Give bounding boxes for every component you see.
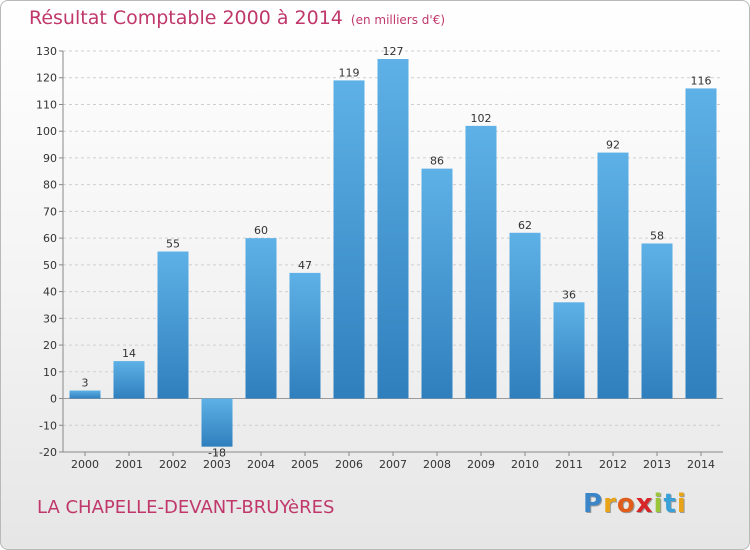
bar [245,238,277,399]
data-label: 55 [166,238,180,251]
chart-title: Résultat Comptable 2000 à 2014 (en millie… [29,7,445,29]
data-label: 47 [298,259,312,272]
title-text: Résultat Comptable 2000 à 2014 [29,7,343,29]
data-label: 86 [430,155,444,168]
data-label: 127 [383,45,404,58]
data-label: 119 [339,66,360,79]
bar [421,168,453,399]
x-tick-label: 2000 [71,458,99,471]
bar [69,390,101,399]
y-tick-label: 0 [50,393,57,406]
x-tick-label: 2004 [247,458,275,471]
bar [465,125,497,399]
bar [377,59,409,399]
x-tick-label: 2009 [467,458,495,471]
data-label: 62 [518,219,532,232]
bar [553,302,585,399]
y-tick-label: 50 [43,259,57,272]
proxiti-logo: Proxiti [583,489,687,519]
y-tick-label: 20 [43,339,57,352]
x-tick-label: 2002 [159,458,187,471]
x-tick-label: 2013 [643,458,671,471]
y-tick-label: 70 [43,205,57,218]
title-unit: (en milliers d'€) [350,13,446,27]
y-tick-label: 10 [43,366,57,379]
data-label: 14 [122,347,136,360]
y-tick-label: 30 [43,312,57,325]
data-label: 116 [691,74,712,87]
data-label: 102 [471,112,492,125]
bar [597,152,629,399]
x-tick-label: 2007 [379,458,407,471]
bar [289,272,321,399]
x-tick-label: 2010 [511,458,539,471]
y-tick-label: 80 [43,179,57,192]
x-tick-label: 2011 [555,458,583,471]
bar [157,251,189,399]
y-tick-label: -10 [39,419,57,432]
x-tick-label: 2001 [115,458,143,471]
y-tick-label: 90 [43,152,57,165]
y-tick-label: 120 [36,72,57,85]
data-label: 92 [606,139,620,152]
y-tick-label: 130 [36,45,57,58]
bar [201,398,233,447]
y-tick-label: 100 [36,125,57,138]
bar [509,232,541,399]
y-tick-label: 110 [36,98,57,111]
data-label: 60 [254,224,268,237]
bar [333,80,365,399]
y-tick-label: 40 [43,286,57,299]
x-tick-label: 2014 [687,458,715,471]
bar [685,88,717,399]
y-tick-label: -20 [39,446,57,459]
bar [113,361,145,399]
y-tick-label: 60 [43,232,57,245]
x-tick-label: 2008 [423,458,451,471]
place-name: LA CHAPELLE-DEVANT-BRUYèRES [37,497,335,518]
data-label: 36 [562,288,576,301]
x-tick-label: 2005 [291,458,319,471]
x-tick-label: 2012 [599,458,627,471]
x-tick-label: 2006 [335,458,363,471]
x-tick-label: 2003 [203,458,231,471]
data-label: 3 [82,377,89,390]
data-label: 58 [650,229,664,242]
bar [641,243,673,399]
